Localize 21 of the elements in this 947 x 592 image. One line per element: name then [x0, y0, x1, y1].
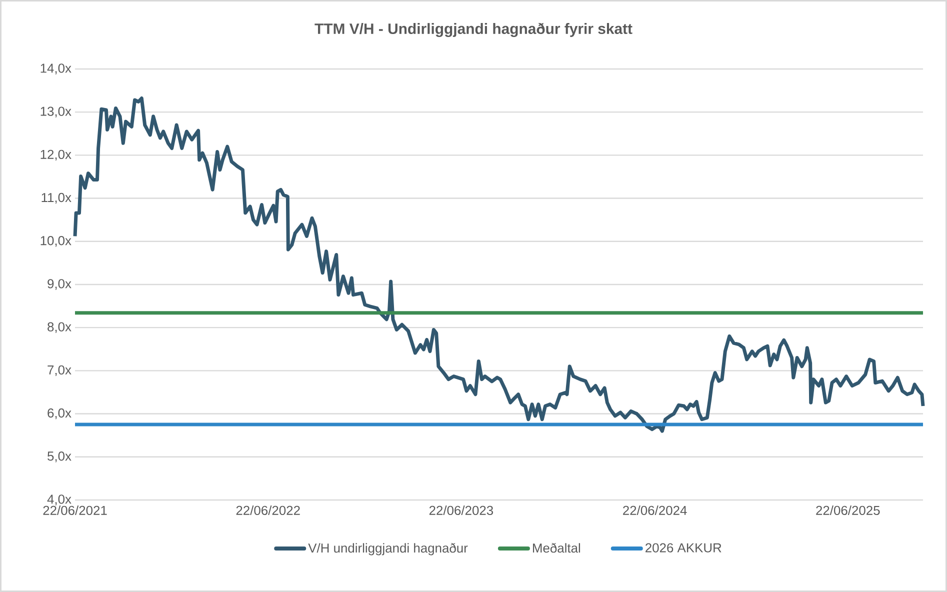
x-tick-label: 22/06/2022 — [236, 506, 300, 516]
x-tick-label: 22/06/2021 — [43, 506, 107, 516]
legend-label: Meðaltal — [533, 542, 580, 553]
y-tick-label: 10,0x — [40, 236, 72, 247]
y-tick-label: 12,0x — [40, 150, 72, 161]
y-tick-label: 9,0x — [48, 279, 72, 290]
y-tick-label: 4,0x — [47, 494, 72, 506]
y-tick-label: 13,0x — [40, 106, 72, 118]
chart-title: TTM V/H - Undirliggjandi hagnaður fyrir skatt — [314, 22, 632, 38]
y-tick-label: 8,0x — [48, 322, 72, 333]
line-series — [73, 96, 925, 433]
legend-label: 2026 AKKUR — [646, 543, 722, 552]
x-tick-label: 22/06/2025 — [816, 506, 880, 516]
y-tick-label: 7,0x — [48, 365, 72, 376]
x-tick-label: 22/06/2024 — [623, 506, 687, 516]
y-tick-label: 6,0x — [48, 408, 72, 420]
legend-label: V/H undirliggjandi hagnaður — [308, 542, 468, 556]
y-tick-label: 14,0x — [40, 64, 72, 74]
y-tick-label: 11,0x — [42, 192, 72, 204]
x-tick-label: 22/06/2023 — [429, 506, 494, 516]
y-tick-label: 5,0x — [48, 452, 72, 462]
